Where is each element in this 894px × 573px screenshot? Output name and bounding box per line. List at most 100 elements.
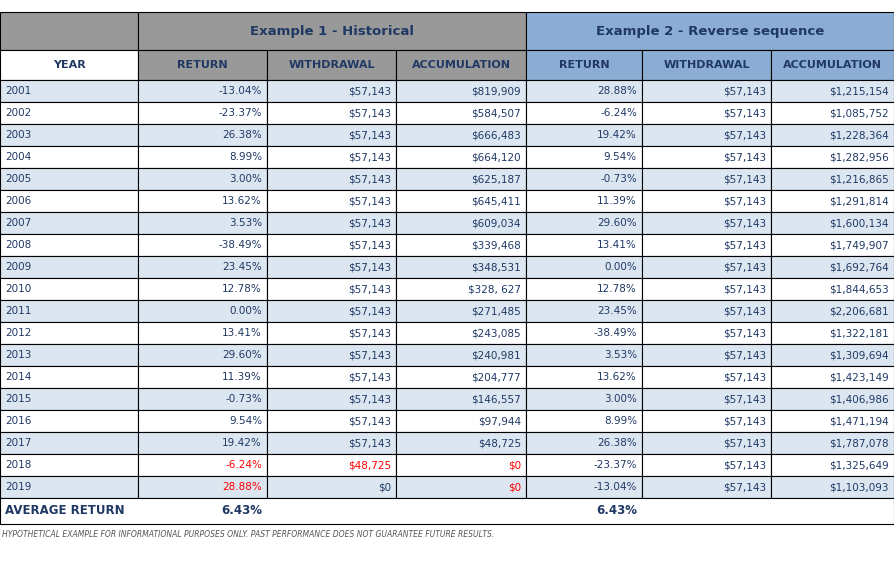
Bar <box>267 322 396 344</box>
Text: $57,143: $57,143 <box>723 218 766 228</box>
Bar <box>396 454 526 476</box>
Bar <box>642 300 771 322</box>
Text: 2010: 2010 <box>5 284 31 294</box>
Bar <box>526 366 642 388</box>
Bar <box>396 278 526 300</box>
Bar <box>642 102 771 124</box>
Bar <box>267 344 396 366</box>
Bar <box>526 432 642 454</box>
Bar <box>526 102 642 124</box>
Text: $48,725: $48,725 <box>478 438 521 448</box>
Bar <box>0 80 138 102</box>
Text: $146,557: $146,557 <box>471 394 521 404</box>
Text: $1,406,986: $1,406,986 <box>830 394 889 404</box>
Bar <box>396 168 526 190</box>
Bar <box>642 50 771 80</box>
Text: $57,143: $57,143 <box>723 130 766 140</box>
Bar <box>0 12 138 50</box>
Text: $57,143: $57,143 <box>348 350 391 360</box>
Text: WITHDRAWAL: WITHDRAWAL <box>663 60 750 70</box>
Text: $57,143: $57,143 <box>723 460 766 470</box>
Text: $57,143: $57,143 <box>723 482 766 492</box>
Bar <box>0 300 138 322</box>
Bar <box>642 366 771 388</box>
Bar <box>642 388 771 410</box>
Text: $57,143: $57,143 <box>348 438 391 448</box>
Bar <box>267 102 396 124</box>
Bar <box>138 410 267 432</box>
Text: 2007: 2007 <box>5 218 31 228</box>
Bar <box>0 124 138 146</box>
Text: 2013: 2013 <box>5 350 31 360</box>
Text: $57,143: $57,143 <box>723 152 766 162</box>
Bar <box>267 168 396 190</box>
Bar <box>526 124 642 146</box>
Bar <box>771 344 894 366</box>
Text: $97,944: $97,944 <box>478 416 521 426</box>
Bar <box>526 50 642 80</box>
Bar <box>642 168 771 190</box>
Text: 2016: 2016 <box>5 416 31 426</box>
Text: 9.54%: 9.54% <box>229 416 262 426</box>
Text: $1,749,907: $1,749,907 <box>830 240 889 250</box>
Bar <box>0 168 138 190</box>
Text: $57,143: $57,143 <box>348 240 391 250</box>
Text: 2008: 2008 <box>5 240 31 250</box>
Text: HYPOTHETICAL EXAMPLE FOR INFORMATIONAL PURPOSES ONLY. PAST PERFORMANCE DOES NOT : HYPOTHETICAL EXAMPLE FOR INFORMATIONAL P… <box>2 530 494 539</box>
Bar <box>0 454 138 476</box>
Text: 23.45%: 23.45% <box>223 262 262 272</box>
Bar <box>267 124 396 146</box>
Bar <box>0 102 138 124</box>
Text: $1,291,814: $1,291,814 <box>830 196 889 206</box>
Text: 2015: 2015 <box>5 394 31 404</box>
Text: $1,282,956: $1,282,956 <box>830 152 889 162</box>
Bar <box>396 234 526 256</box>
Bar <box>396 80 526 102</box>
Bar <box>396 300 526 322</box>
Text: 0.00%: 0.00% <box>229 306 262 316</box>
Text: 0.00%: 0.00% <box>604 262 637 272</box>
Bar <box>771 146 894 168</box>
Text: $664,120: $664,120 <box>471 152 521 162</box>
Text: $57,143: $57,143 <box>348 284 391 294</box>
Bar <box>396 146 526 168</box>
Text: $666,483: $666,483 <box>471 130 521 140</box>
Text: 19.42%: 19.42% <box>597 130 637 140</box>
Text: $57,143: $57,143 <box>348 108 391 118</box>
Text: 28.88%: 28.88% <box>223 482 262 492</box>
Text: $57,143: $57,143 <box>348 306 391 316</box>
Text: $57,143: $57,143 <box>348 372 391 382</box>
Bar <box>396 476 526 498</box>
Text: 8.99%: 8.99% <box>229 152 262 162</box>
Bar <box>138 50 267 80</box>
Text: $57,143: $57,143 <box>348 86 391 96</box>
Bar <box>396 190 526 212</box>
Text: $1,103,093: $1,103,093 <box>830 482 889 492</box>
Text: 3.00%: 3.00% <box>229 174 262 184</box>
Text: 2002: 2002 <box>5 108 31 118</box>
Text: $339,468: $339,468 <box>471 240 521 250</box>
Text: -13.04%: -13.04% <box>594 482 637 492</box>
Bar <box>138 124 267 146</box>
Text: $57,143: $57,143 <box>723 86 766 96</box>
Text: 29.60%: 29.60% <box>223 350 262 360</box>
Bar <box>526 12 894 50</box>
Bar <box>396 366 526 388</box>
Text: 11.39%: 11.39% <box>597 196 637 206</box>
Text: 2014: 2014 <box>5 372 31 382</box>
Bar <box>771 476 894 498</box>
Text: $819,909: $819,909 <box>471 86 521 96</box>
Bar <box>526 410 642 432</box>
Bar <box>138 256 267 278</box>
Bar <box>267 234 396 256</box>
Text: 13.62%: 13.62% <box>223 196 262 206</box>
Bar <box>526 344 642 366</box>
Text: 2017: 2017 <box>5 438 31 448</box>
Bar <box>396 256 526 278</box>
Bar <box>138 322 267 344</box>
Bar <box>267 256 396 278</box>
Text: -0.73%: -0.73% <box>225 394 262 404</box>
Bar <box>138 278 267 300</box>
Text: 12.78%: 12.78% <box>597 284 637 294</box>
Text: $1,325,649: $1,325,649 <box>830 460 889 470</box>
